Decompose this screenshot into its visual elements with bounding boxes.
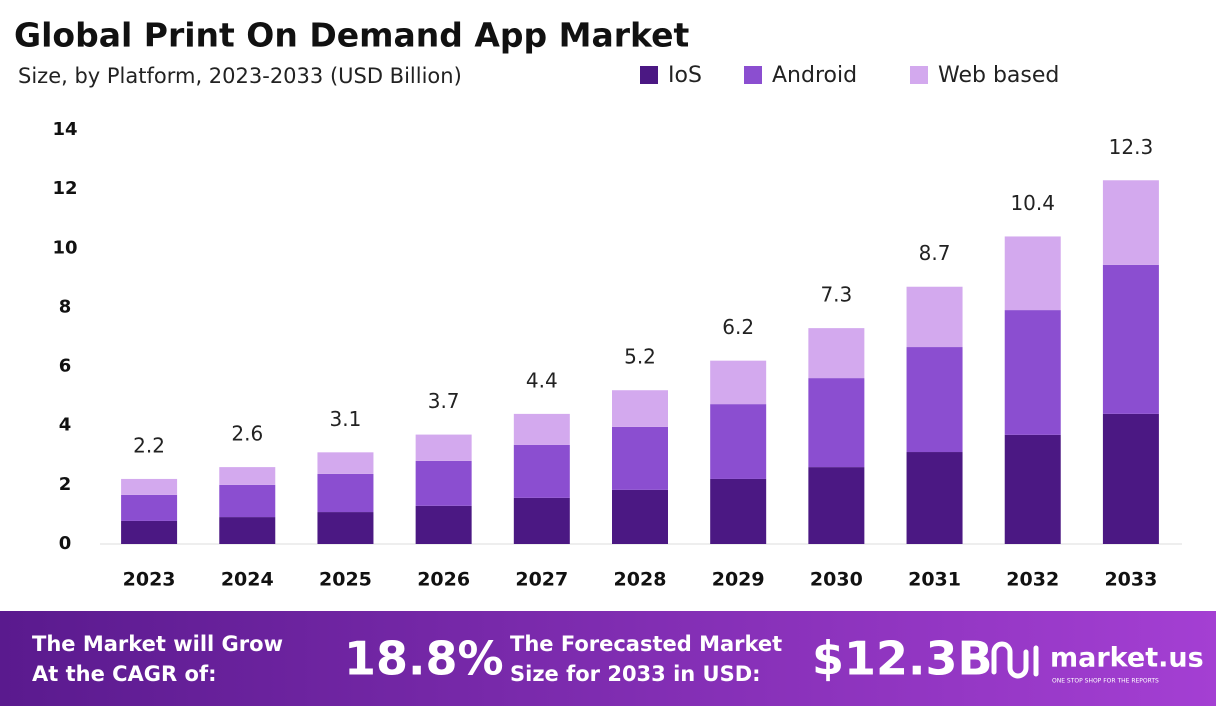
bar-segment — [710, 404, 767, 479]
x-tick-label: 2023 — [123, 569, 176, 591]
y-tick-label: 12 — [52, 178, 77, 199]
bar-segment — [317, 473, 374, 513]
bar-segment — [612, 489, 668, 544]
footer-band — [0, 611, 1216, 706]
bar-segment — [808, 467, 865, 544]
total-label: 10.4 — [1010, 191, 1055, 215]
x-tick-label: 2025 — [319, 569, 372, 591]
total-label: 5.2 — [624, 345, 656, 369]
bar-segment — [317, 452, 374, 474]
total-label: 8.7 — [919, 241, 951, 265]
bar-segment — [513, 413, 570, 445]
footer-text: Size for 2033 in USD: — [510, 662, 761, 686]
legend-swatch — [910, 66, 928, 84]
x-tick-label: 2024 — [221, 569, 274, 591]
total-label: 3.7 — [428, 389, 460, 413]
x-tick-label: 2031 — [908, 569, 961, 591]
y-tick-label: 10 — [52, 237, 77, 258]
bar-segment — [1004, 434, 1061, 544]
bar-segment — [906, 452, 963, 544]
y-tick-label: 2 — [59, 474, 72, 495]
bar-segment — [513, 497, 570, 544]
bar-segment — [906, 347, 963, 453]
x-tick-label: 2030 — [810, 569, 863, 591]
y-tick-label: 14 — [52, 119, 77, 140]
y-tick-label: 4 — [59, 415, 72, 436]
legend-swatch — [640, 66, 658, 84]
bar-segment — [317, 512, 374, 544]
x-tick-label: 2028 — [614, 569, 667, 591]
chart-title: Global Print On Demand App Market — [14, 16, 689, 55]
bar-segment — [513, 444, 570, 498]
bar-segment — [121, 494, 178, 521]
total-label: 12.3 — [1109, 135, 1154, 159]
bar-segment — [808, 328, 865, 379]
total-label: 7.3 — [820, 283, 852, 307]
bar-segment — [415, 460, 472, 506]
total-label: 6.2 — [722, 315, 754, 339]
bar-segment — [808, 378, 865, 468]
total-label: 3.1 — [330, 407, 362, 431]
bar-segment — [612, 390, 668, 427]
legend-label: Android — [772, 63, 857, 88]
x-tick-label: 2029 — [712, 569, 765, 591]
bar-segment — [1004, 236, 1061, 311]
legend: IoS Android Web based — [640, 63, 1059, 88]
legend-label: IoS — [668, 63, 702, 88]
plot: 0 2 4 6 8 10 12 14 2.2 2023 2.6 2024 3.1 2025 3.7 2026 4… — [52, 119, 1159, 591]
bar-segment — [710, 478, 767, 544]
total-label: 2.6 — [231, 422, 263, 446]
y-tick-label: 6 — [59, 356, 72, 377]
bar-segment — [219, 467, 276, 485]
bar-segment — [219, 517, 276, 544]
logo-icon — [991, 641, 1029, 679]
forecast-value: $12.3B — [812, 632, 993, 686]
bar-segment — [710, 360, 767, 405]
bar-segment — [219, 484, 276, 518]
total-label: 2.2 — [133, 433, 165, 457]
brand-name: market.us — [1050, 643, 1204, 674]
brand-tagline: ONE STOP SHOP FOR THE REPORTS — [1052, 678, 1159, 685]
x-tick-label: 2032 — [1006, 569, 1059, 591]
x-tick-label: 2033 — [1104, 569, 1157, 591]
bar-segment — [415, 505, 472, 544]
total-label: 4.4 — [526, 368, 558, 392]
x-tick-label: 2026 — [417, 569, 470, 591]
bar-segment — [612, 426, 668, 490]
bar-segment — [121, 478, 178, 495]
footer-text: At the CAGR of: — [32, 662, 217, 686]
legend-label: Web based — [938, 63, 1059, 88]
bar-segment — [1004, 310, 1061, 435]
footer-text: The Market will Grow — [32, 632, 283, 656]
legend-swatch — [744, 66, 762, 84]
bar-segment — [415, 434, 472, 461]
bar-segment — [1102, 413, 1159, 544]
cagr-value: 18.8% — [344, 632, 504, 686]
y-tick-label: 0 — [59, 533, 72, 554]
footer-text: The Forecasted Market — [510, 632, 782, 656]
chart-subtitle: Size, by Platform, 2023-2033 (USD Billio… — [18, 64, 462, 88]
brand-logo — [991, 641, 1039, 679]
x-tick-label: 2027 — [515, 569, 568, 591]
y-tick-label: 8 — [59, 296, 72, 317]
bar-segment — [1102, 180, 1159, 265]
bar-segment — [1102, 264, 1159, 414]
bar-segment — [121, 520, 178, 544]
bar-segment — [906, 286, 963, 348]
